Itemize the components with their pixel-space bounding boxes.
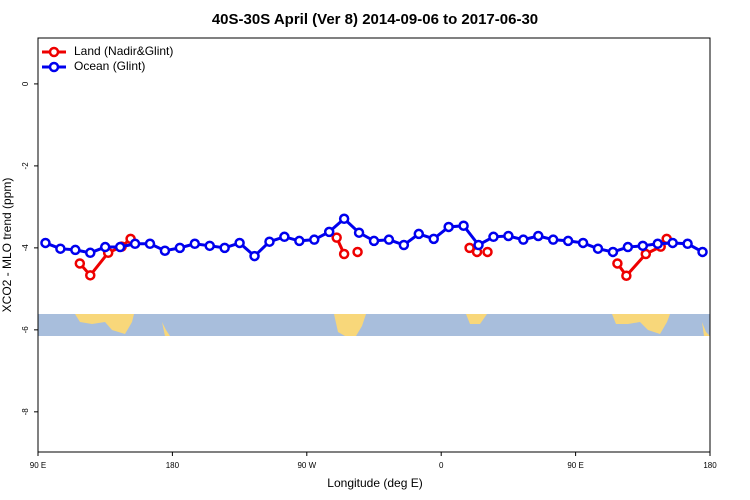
point (473, 239, 484, 251)
point (129, 238, 141, 250)
point (503, 230, 514, 242)
series-line (616, 245, 662, 279)
x-tick-label: 180 (703, 461, 717, 470)
point (159, 245, 171, 256)
point (70, 244, 81, 256)
point (592, 243, 604, 254)
point (144, 238, 156, 250)
point (413, 228, 425, 240)
point (174, 242, 186, 254)
x-tick-label: 90 E (567, 461, 583, 470)
point (482, 246, 493, 258)
point (234, 237, 245, 249)
point (667, 237, 678, 249)
chart-title: 40S-30S April (Ver 8) 2014-09-06 to 2017… (212, 11, 538, 28)
point (697, 246, 708, 258)
legend-label: Land (Nadir&Glint) (74, 44, 173, 58)
x-tick-label: 90 W (297, 461, 316, 470)
y-tick-label: -8 (21, 408, 30, 416)
x-tick-label: 180 (166, 461, 180, 470)
point (607, 246, 619, 258)
point (204, 240, 215, 252)
point (309, 234, 320, 245)
y-tick-label: -6 (21, 326, 30, 334)
point (85, 247, 96, 259)
point (428, 233, 439, 245)
point (652, 238, 663, 250)
point (99, 241, 111, 253)
point (338, 213, 350, 225)
point (114, 241, 126, 253)
y-tick-label: -2 (21, 162, 30, 170)
point (219, 242, 230, 254)
legend-marker (48, 46, 60, 58)
point (398, 239, 410, 251)
point (637, 240, 649, 252)
point (189, 238, 201, 250)
point (577, 237, 589, 249)
point (368, 235, 380, 247)
point (323, 226, 335, 238)
legend-label: Ocean (Glint) (74, 59, 145, 73)
point (353, 227, 365, 238)
point (533, 230, 544, 242)
x-axis-label: Longitude (deg E) (327, 476, 422, 490)
point (338, 248, 350, 260)
point (562, 235, 574, 247)
point (518, 234, 529, 245)
y-axis-label: XCO2 - MLO trend (ppm) (0, 178, 14, 313)
plot-frame (37, 37, 711, 453)
point (294, 235, 305, 247)
point (74, 258, 86, 269)
point (264, 236, 275, 247)
point (352, 246, 363, 258)
point (464, 242, 475, 254)
point (40, 237, 51, 249)
y-tick-label: 0 (21, 81, 30, 86)
map-strip (38, 314, 710, 336)
x-tick-label: 90 E (30, 461, 46, 470)
y-tick-label: -4 (21, 244, 30, 252)
point (488, 231, 499, 243)
point (612, 258, 623, 269)
point (279, 231, 290, 243)
point (621, 270, 632, 281)
point (443, 221, 454, 233)
point (383, 234, 395, 245)
point (682, 238, 693, 250)
point (547, 234, 559, 245)
point (249, 250, 260, 262)
point (458, 220, 469, 231)
point (622, 241, 634, 253)
point (85, 270, 96, 281)
legend-marker (48, 61, 60, 73)
point (640, 248, 652, 260)
x-tick-label: 0 (439, 461, 444, 470)
point (55, 243, 66, 254)
point (331, 232, 342, 243)
